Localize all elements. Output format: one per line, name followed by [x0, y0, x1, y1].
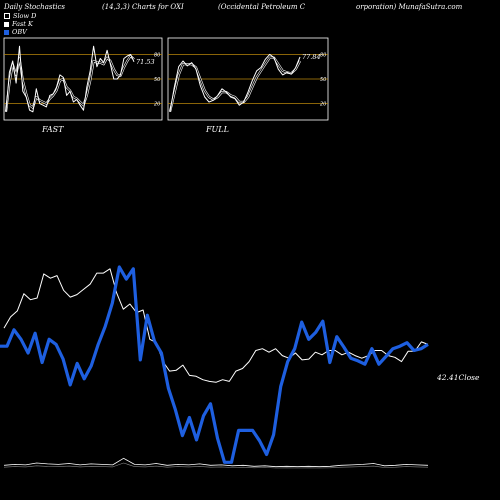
company-name: (Occidental Petroleum C — [218, 3, 306, 11]
volume-avg-line — [3, 462, 429, 469]
chart-params: (14,3,3) Charts for OXI — [102, 3, 184, 11]
legend-label-obv: OBV — [12, 28, 27, 36]
fast-panel-caption: FAST — [42, 125, 64, 134]
price-axis-label: Close — [458, 373, 480, 382]
fast-line-d — [5, 55, 135, 112]
price-last-value-label: 42.41Close — [437, 373, 479, 382]
full-line-k — [169, 53, 301, 112]
fast-tick-label-80: 80 — [154, 52, 160, 58]
legend-swatch-obv — [4, 29, 9, 35]
fast-line-k — [5, 45, 135, 113]
full-tick-label-20: 20 — [320, 102, 326, 108]
chart-title: Daily Stochastics — [4, 3, 66, 11]
full-tick-label-80: 80 — [320, 52, 326, 58]
full-panel-caption: FULL — [206, 125, 229, 134]
company-name-cont: orporation) MunafaSutra.com — [356, 3, 463, 11]
legend-swatch-slow-d — [4, 13, 10, 19]
fast-tick-label-50: 50 — [154, 77, 160, 83]
full-line-d — [169, 57, 301, 112]
fast-last-value: 71.53 — [136, 58, 155, 66]
obv-line — [0, 265, 429, 464]
price-last-value: 42.41 — [437, 373, 459, 382]
close-price-line — [3, 268, 429, 383]
full-last-value: 77.84 — [302, 53, 321, 61]
full-tick-label-50: 50 — [320, 77, 326, 83]
volume-line — [3, 457, 429, 468]
legend-label-slow-d: Slow D — [13, 12, 37, 20]
legend-label-fast-k: Fast K — [12, 20, 33, 28]
legend-swatch-fast-k — [4, 21, 9, 27]
legend-obv: OBV — [4, 28, 27, 36]
fast-tick-label-20: 20 — [154, 102, 160, 108]
legend-fast-k: Fast K — [4, 20, 33, 28]
legend-slow-d: Slow D — [4, 12, 36, 20]
